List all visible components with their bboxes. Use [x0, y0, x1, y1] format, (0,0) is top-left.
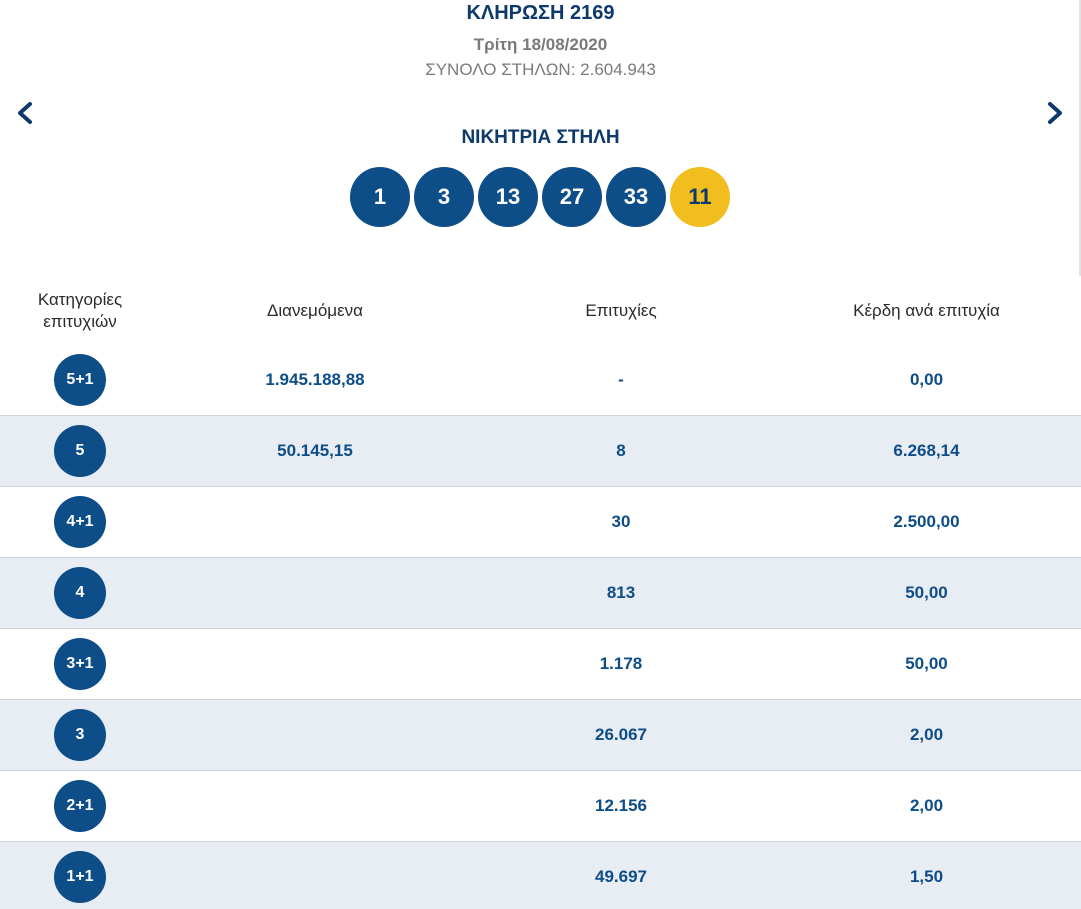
- prize-value: 2,00: [909, 796, 944, 815]
- next-draw-button[interactable]: [1040, 96, 1070, 130]
- chevron-right-icon: [1048, 102, 1062, 124]
- table-row: 5+1 1.945.188,88 - 0,00: [0, 345, 1081, 416]
- table-row: 4+1 30 2.500,00: [0, 487, 1081, 558]
- results-table: 5+1 1.945.188,88 - 0,00 5 50.145,15 8 6.…: [0, 345, 1081, 909]
- category-badge: 4: [54, 567, 106, 619]
- category-badge: 4+1: [54, 496, 106, 548]
- winners-value: 12.156: [595, 796, 647, 815]
- prize-value: 2,00: [909, 725, 944, 744]
- header-categories: Κατηγορίες επιτυχιών: [37, 290, 123, 331]
- table-row: 4 813 50,00: [0, 558, 1081, 629]
- distributed-value: 50.145,15: [277, 441, 353, 460]
- distributed-value: [160, 487, 470, 557]
- distributed-value: [160, 842, 470, 909]
- number-ball: 1: [350, 167, 410, 227]
- category-badge: 2+1: [54, 780, 106, 832]
- winning-numbers: 1 3 13 27 33 11: [350, 167, 730, 227]
- number-ball: 27: [542, 167, 602, 227]
- prize-value: 50,00: [905, 654, 948, 673]
- header-winners: Επιτυχίες: [585, 301, 657, 320]
- table-row: 5 50.145,15 8 6.268,14: [0, 416, 1081, 487]
- winners-value: 8: [616, 441, 626, 460]
- table-row: 1+1 49.697 1,50: [0, 842, 1081, 909]
- distributed-value: 1.945.188,88: [265, 370, 365, 389]
- prize-value: 2.500,00: [893, 512, 960, 531]
- distributed-value: [160, 629, 470, 699]
- chevron-left-icon: [18, 102, 32, 124]
- previous-draw-button[interactable]: [10, 96, 40, 130]
- category-badge: 3: [54, 709, 106, 761]
- table-row: 3+1 1.178 50,00: [0, 629, 1081, 700]
- winners-value: 1.178: [599, 654, 643, 673]
- distributed-value: [160, 700, 470, 770]
- distributed-value: [160, 771, 470, 841]
- table-row: 2+1 12.156 2,00: [0, 771, 1081, 842]
- prize-value: 50,00: [905, 583, 948, 602]
- header-prize: Κέρδη ανά επιτυχία: [853, 301, 1000, 320]
- prize-value: 1,50: [909, 867, 944, 886]
- winning-column-title: ΝΙΚΗΤΡΙΑ ΣΤΗΛΗ: [461, 127, 620, 148]
- category-badge: 5: [54, 425, 106, 477]
- prize-value: 6.268,14: [893, 441, 960, 460]
- winners-value: 26.067: [595, 725, 647, 744]
- number-ball: 3: [414, 167, 474, 227]
- winners-value: 49.697: [595, 867, 647, 886]
- header-distributed: Διανεμόμενα: [267, 301, 363, 320]
- category-badge: 3+1: [54, 638, 106, 690]
- winners-value: 30: [611, 512, 631, 531]
- divider: [1079, 0, 1081, 276]
- distributed-value: [160, 558, 470, 628]
- prize-value: 0,00: [909, 370, 944, 389]
- draw-title: ΚΛΗΡΩΣΗ 2169: [466, 2, 615, 24]
- bonus-ball: 11: [670, 167, 730, 227]
- winners-value: -: [618, 370, 624, 389]
- table-header: Κατηγορίες επιτυχιών Διανεμόμενα Επιτυχί…: [0, 278, 1081, 344]
- draw-date: Τρίτη 18/08/2020: [473, 35, 608, 54]
- category-badge: 5+1: [54, 354, 106, 406]
- number-ball: 13: [478, 167, 538, 227]
- winners-value: 813: [606, 583, 636, 602]
- table-row: 3 26.067 2,00: [0, 700, 1081, 771]
- number-ball: 33: [606, 167, 666, 227]
- total-columns: ΣΥΝΟΛΟ ΣΤΗΛΩΝ: 2.604.943: [425, 60, 656, 79]
- category-badge: 1+1: [54, 851, 106, 903]
